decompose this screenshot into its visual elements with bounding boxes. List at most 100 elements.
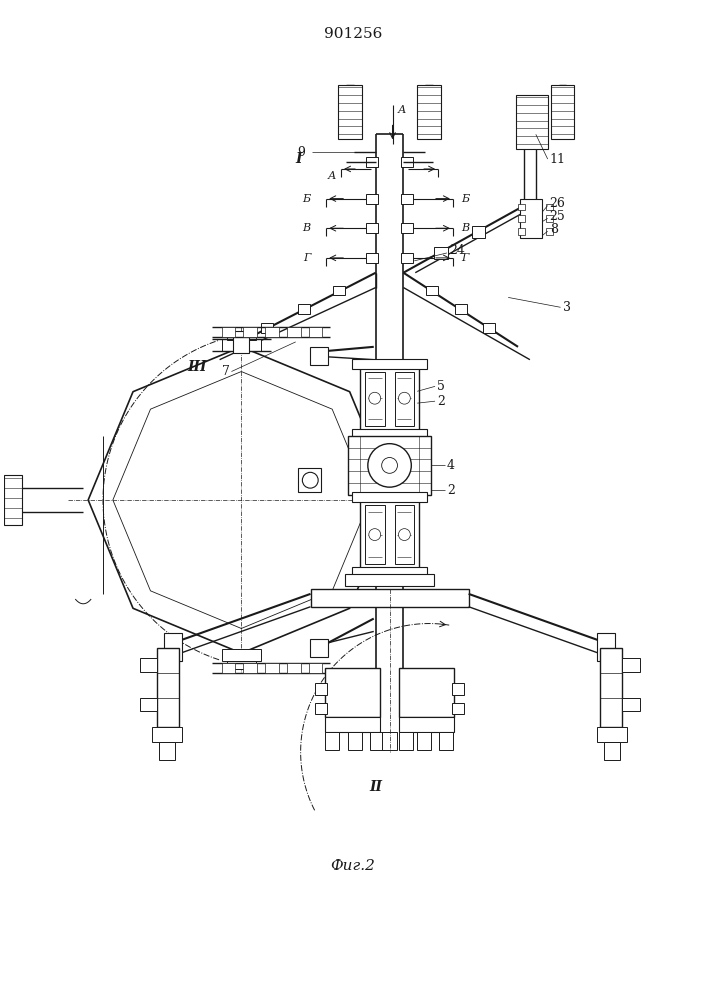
Bar (308, 663, 322, 673)
Bar (604, 742, 620, 760)
Bar (226, 332, 256, 340)
Text: I: I (296, 152, 302, 166)
Text: В: В (461, 223, 469, 233)
Bar (366, 194, 378, 204)
Text: 4: 4 (447, 459, 455, 472)
Bar (621, 658, 640, 672)
Bar (395, 372, 414, 426)
Text: 3: 3 (563, 301, 571, 314)
Bar (325, 717, 380, 732)
Bar (546, 228, 553, 235)
Text: Г: Г (461, 253, 468, 263)
Bar (417, 85, 441, 139)
Bar (338, 85, 362, 139)
Circle shape (368, 444, 411, 487)
Circle shape (399, 529, 410, 541)
Text: А: А (328, 171, 337, 181)
Circle shape (382, 458, 397, 473)
Bar (370, 732, 384, 750)
Bar (417, 732, 431, 750)
Bar (310, 589, 469, 607)
Bar (399, 668, 454, 717)
Text: III: III (187, 360, 206, 374)
Bar (360, 500, 419, 569)
Bar (516, 95, 548, 149)
Text: 2: 2 (447, 484, 455, 497)
Bar (345, 574, 434, 586)
Bar (434, 247, 448, 259)
Text: 8: 8 (549, 223, 558, 236)
Bar (365, 372, 385, 426)
Bar (333, 286, 345, 295)
Bar (395, 505, 414, 564)
Text: Б: Б (303, 194, 310, 204)
Text: А: А (397, 105, 406, 115)
Bar (402, 253, 414, 263)
Bar (310, 347, 328, 365)
Text: Б: Б (461, 194, 469, 204)
Bar (520, 199, 542, 238)
Text: II: II (370, 780, 382, 794)
Bar (472, 226, 486, 238)
Text: 11: 11 (549, 153, 566, 166)
Bar (366, 223, 378, 233)
Bar (366, 157, 378, 167)
Bar (452, 683, 464, 695)
Bar (310, 639, 328, 657)
Text: В: В (303, 223, 310, 233)
Bar (243, 663, 257, 673)
Bar (325, 732, 339, 750)
Bar (158, 648, 179, 727)
Bar (518, 215, 525, 222)
Bar (366, 253, 378, 263)
Bar (452, 703, 464, 714)
Bar (352, 359, 427, 369)
Bar (402, 194, 414, 204)
Bar (382, 732, 397, 750)
Bar (439, 732, 452, 750)
Bar (139, 698, 158, 711)
Text: 2: 2 (437, 395, 445, 408)
Bar (153, 727, 182, 742)
Bar (325, 668, 380, 717)
Bar (265, 663, 279, 673)
Bar (546, 215, 553, 222)
Text: 7: 7 (221, 365, 230, 378)
Bar (265, 327, 279, 337)
Text: 5: 5 (437, 380, 445, 393)
Bar (518, 228, 525, 235)
Bar (159, 742, 175, 760)
Bar (315, 703, 327, 714)
Bar (551, 85, 574, 139)
Bar (287, 663, 300, 673)
Bar (164, 633, 182, 661)
Bar (348, 436, 431, 495)
Circle shape (369, 392, 380, 404)
Bar (315, 683, 327, 695)
Bar (484, 323, 496, 333)
Bar (455, 304, 467, 314)
Text: Г: Г (303, 253, 310, 263)
Bar (261, 323, 273, 333)
Bar (226, 661, 256, 669)
Bar (546, 204, 553, 210)
Bar (402, 157, 414, 167)
Text: 9: 9 (298, 146, 305, 159)
Text: 25: 25 (549, 210, 566, 223)
Bar (221, 663, 235, 673)
Circle shape (399, 392, 410, 404)
Bar (221, 339, 261, 351)
Bar (348, 732, 362, 750)
Circle shape (303, 472, 318, 488)
Bar (365, 505, 385, 564)
Bar (221, 649, 261, 661)
Bar (308, 327, 322, 337)
Bar (426, 286, 438, 295)
Text: 26: 26 (549, 197, 566, 210)
Bar (233, 331, 250, 353)
Bar (139, 658, 158, 672)
Bar (4, 475, 22, 525)
Bar (221, 327, 235, 337)
Bar (518, 204, 525, 210)
Bar (352, 567, 427, 577)
